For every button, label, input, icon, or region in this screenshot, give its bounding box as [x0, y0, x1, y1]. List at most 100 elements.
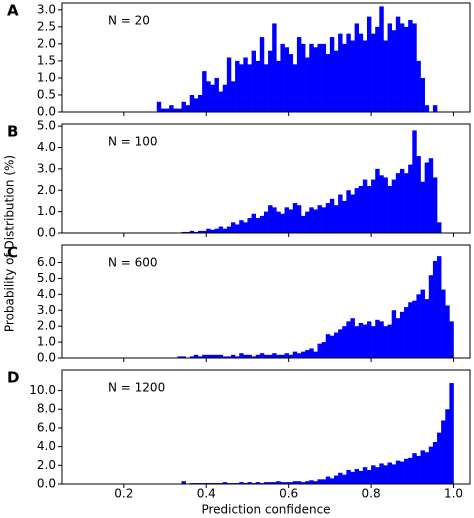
bar [226, 356, 232, 358]
plot-frame [61, 244, 471, 359]
bar [408, 457, 413, 484]
bar [263, 482, 269, 484]
y-tick-label: 5.0 [37, 271, 56, 285]
bar [251, 213, 256, 233]
bar [255, 218, 261, 233]
bar [408, 20, 413, 112]
bar [198, 230, 203, 233]
bar [387, 23, 392, 112]
bar [210, 84, 215, 112]
bar [284, 207, 289, 233]
bar [243, 354, 248, 358]
bar [391, 179, 397, 233]
bar [309, 348, 314, 358]
bar [222, 482, 228, 484]
bar [173, 108, 178, 112]
bar [416, 294, 421, 358]
bar [284, 353, 289, 358]
bar [342, 200, 347, 233]
bar [342, 474, 347, 484]
bar [358, 322, 364, 358]
y-tick-label: 1.0 [37, 204, 56, 218]
bar [412, 453, 417, 484]
bar [222, 228, 228, 233]
bar [437, 256, 442, 358]
bar [379, 6, 384, 112]
y-tick-label: 10.0 [29, 383, 56, 397]
bar [268, 205, 273, 233]
bar [309, 43, 314, 112]
bar [412, 300, 417, 358]
bar [243, 222, 248, 233]
bar [247, 218, 252, 233]
bar [268, 354, 273, 358]
bar [412, 130, 417, 233]
x-tick-label: 0.6 [279, 487, 298, 501]
bar [329, 335, 335, 358]
x-tick-label: 1.0 [444, 487, 463, 501]
bar [395, 460, 401, 484]
y-tick-label: 2.0 [37, 183, 56, 197]
bar [420, 77, 425, 112]
bar [424, 162, 430, 233]
bar [346, 190, 351, 233]
bar [404, 458, 409, 484]
bar [375, 467, 380, 484]
bar [235, 224, 240, 233]
bar [292, 351, 298, 358]
annotation: N = 100 [108, 135, 158, 149]
bar [383, 177, 388, 233]
bar [350, 194, 355, 233]
bar [288, 354, 294, 358]
bar [313, 209, 318, 233]
bar [276, 354, 281, 358]
bar [387, 324, 392, 358]
bar [230, 354, 236, 358]
bar [202, 354, 207, 358]
bar [350, 471, 355, 484]
y-tick-label: 2.0 [37, 458, 56, 472]
bar [214, 77, 219, 112]
bar [371, 179, 376, 233]
bar [354, 23, 360, 112]
x-axis-label: Prediction confidence [201, 503, 330, 517]
bar [189, 356, 195, 358]
bar [272, 23, 277, 112]
bar [276, 481, 281, 484]
x-tick-label: 0.8 [362, 487, 381, 501]
bar [420, 289, 425, 358]
bar [305, 57, 310, 112]
bar [185, 105, 191, 112]
bar [346, 321, 351, 358]
y-tick-label: 3.0 [37, 2, 56, 16]
bar [284, 47, 289, 112]
bar [165, 108, 170, 112]
bar [280, 354, 285, 358]
bar [255, 482, 261, 484]
bar [391, 30, 397, 112]
bar [222, 84, 228, 112]
bar [395, 318, 401, 358]
bar [383, 326, 388, 358]
bar [255, 60, 261, 112]
bar [441, 289, 446, 358]
bar [371, 465, 376, 484]
bar [432, 105, 438, 112]
bar [350, 40, 355, 112]
bar [317, 479, 322, 484]
bar [288, 209, 294, 233]
y-tick-label: 5.0 [37, 119, 56, 133]
bar [334, 475, 339, 484]
bar [416, 60, 421, 112]
bar [338, 194, 343, 233]
bar [441, 420, 446, 484]
bar [437, 222, 442, 233]
bar [288, 54, 294, 112]
bar [379, 175, 384, 233]
bar [404, 26, 409, 112]
bar [259, 353, 265, 358]
bar [329, 198, 335, 233]
annotation: N = 600 [108, 256, 158, 270]
bar [305, 211, 310, 233]
